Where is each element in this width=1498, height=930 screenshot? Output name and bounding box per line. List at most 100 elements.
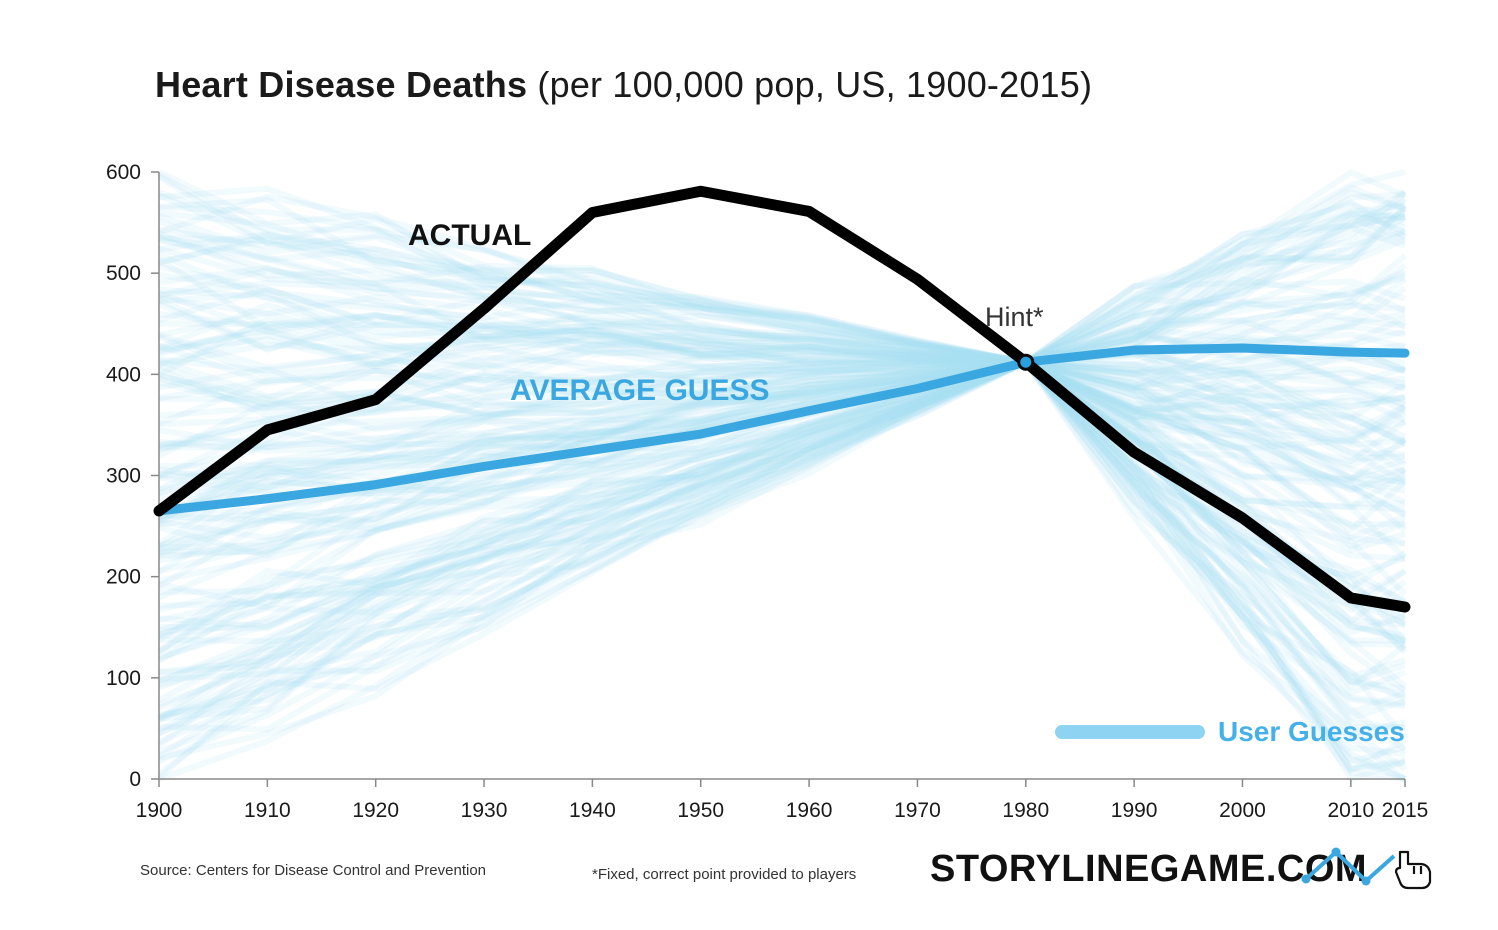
- user-guess-line: [158, 271, 1406, 366]
- user-guess-line: [158, 267, 1407, 447]
- user-guess-line: [157, 359, 1406, 755]
- logo-zigzag: [1304, 849, 1396, 884]
- user-guess-line: [158, 359, 1407, 640]
- user-guess-line: [158, 189, 1407, 497]
- user-guess-line: [157, 359, 1408, 741]
- user-guess-line: [157, 174, 1407, 366]
- user-guess-line: [157, 359, 1406, 736]
- user-guess-line: [158, 213, 1406, 366]
- user-guess-line: [158, 359, 1407, 485]
- x-tick-label: 1980: [1002, 799, 1049, 822]
- logo-dot: [1301, 874, 1311, 884]
- pointer-hand-icon: [1394, 850, 1432, 890]
- user-guess-line: [158, 236, 1407, 632]
- user-guess-line: [157, 359, 1407, 711]
- user-guess-line: [158, 191, 1406, 384]
- user-guess-line: [158, 265, 1407, 366]
- user-guess-line: [158, 326, 1406, 722]
- user-guess-line: [157, 290, 1406, 412]
- user-guess-line: [158, 214, 1407, 366]
- x-tick-label: 2000: [1219, 799, 1266, 822]
- logo-dot: [1361, 876, 1371, 886]
- user-guess-line: [157, 359, 1407, 722]
- user-guess-line: [158, 235, 1407, 392]
- user-guess-line: [158, 229, 1407, 366]
- user-guess-line: [157, 316, 1406, 643]
- x-tick-label: 1960: [786, 799, 833, 822]
- y-tick-label: 0: [129, 768, 141, 791]
- user-guess-line: [158, 190, 1407, 366]
- user-guess-line: [158, 359, 1406, 499]
- user-guess-line: [157, 359, 1407, 734]
- user-guess-line: [158, 347, 1406, 547]
- user-guess-line: [158, 214, 1406, 366]
- user-guess-line: [157, 316, 1406, 664]
- hint-point: [1017, 353, 1035, 371]
- y-tick-label: 200: [106, 566, 141, 589]
- y-tick-label: 100: [106, 667, 141, 690]
- user-guess-line: [158, 290, 1406, 609]
- user-guess-line: [157, 253, 1407, 777]
- user-guess-line: [157, 198, 1407, 366]
- user-guess-line: [157, 301, 1406, 395]
- user-guess-line: [158, 286, 1407, 445]
- user-guess-line: [157, 359, 1407, 605]
- user-guess-line: [157, 359, 1406, 553]
- user-guess-line: [157, 359, 1406, 699]
- user-guess-line: [158, 210, 1406, 782]
- user-guess-line: [157, 359, 1406, 764]
- user-guess-line: [158, 169, 1406, 683]
- user-guess-line: [158, 359, 1407, 688]
- user-guess-line: [158, 326, 1406, 722]
- storyline-logo-icon: [1301, 847, 1432, 890]
- user-guess-line: [158, 234, 1406, 562]
- user-guess-line: [158, 230, 1406, 374]
- y-tick-label: 400: [106, 363, 141, 386]
- user-guess-line: [158, 359, 1406, 524]
- user-guess-line: [158, 185, 1407, 774]
- user-guess-line: [158, 196, 1406, 366]
- user-guess-line: [158, 211, 1406, 366]
- user-guess-line: [158, 298, 1407, 782]
- user-guess-line: [158, 359, 1407, 477]
- user-guess-line: [158, 189, 1407, 446]
- user-guess-line: [158, 211, 1406, 478]
- brand-link[interactable]: STORYLINEGAME.COM: [930, 848, 1368, 890]
- chart-title-subtitle: (per 100,000 pop, US, 1900-2015): [537, 64, 1093, 105]
- user-guess-line: [158, 359, 1407, 733]
- user-guess-line: [158, 359, 1406, 609]
- user-guess-line: [158, 206, 1407, 691]
- x-tick-label: 2015: [1382, 799, 1429, 822]
- user-guess-line: [158, 204, 1406, 410]
- user-guess-line: [158, 359, 1406, 644]
- user-guess-line: [158, 184, 1407, 506]
- user-guess-line: [158, 359, 1407, 638]
- x-tick-label: 1990: [1111, 799, 1158, 822]
- y-tick-label: 600: [106, 161, 141, 184]
- actual-series-line: [153, 185, 1411, 613]
- user-guess-line: [157, 359, 1406, 745]
- user-guess-line: [158, 359, 1406, 638]
- user-guess-line: [157, 230, 1406, 782]
- user-guess-line: [157, 205, 1408, 721]
- x-tick-label: 1910: [244, 799, 291, 822]
- user-guess-line: [158, 274, 1406, 675]
- series-lines: [153, 185, 1411, 613]
- logo-dot: [1331, 847, 1341, 857]
- user-guess-line: [158, 359, 1407, 476]
- user-guess-line: [158, 193, 1407, 517]
- chart-title: Heart Disease Deaths (per 100,000 pop, U…: [155, 64, 1092, 106]
- y-tick-label: 500: [106, 262, 141, 285]
- user-guess-line: [158, 189, 1406, 645]
- user-guess-line: [158, 210, 1406, 411]
- user-guess-line: [157, 359, 1407, 422]
- user-guess-line: [158, 359, 1406, 720]
- user-guesses-lines: [157, 169, 1408, 782]
- x-axis-ticks: 1900 1910 1920 1930 1940 1950 1960 1970 1980 1990…: [136, 779, 1429, 822]
- actual-annotation: ACTUAL: [408, 219, 531, 252]
- average-guess-annotation: AVERAGE GUESS: [510, 374, 770, 407]
- user-guess-line: [158, 352, 1406, 559]
- user-guess-line: [157, 359, 1406, 772]
- user-guess-line: [158, 359, 1407, 484]
